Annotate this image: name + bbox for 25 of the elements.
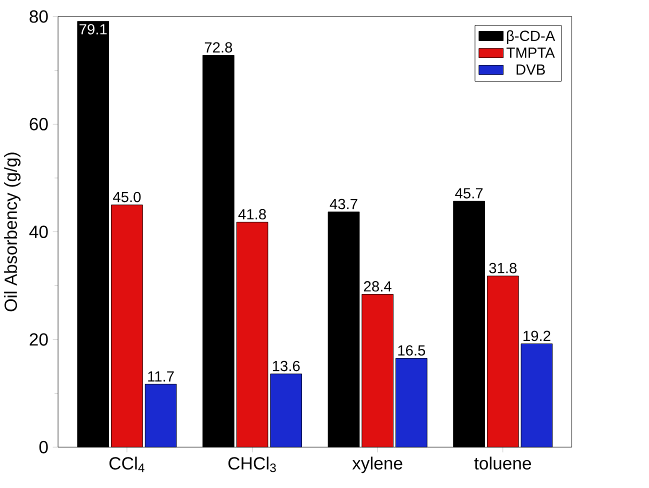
x-tick-label: xylene [352, 456, 402, 474]
legend-label: β-CD-A [506, 30, 556, 44]
data-label: 41.8 [238, 209, 266, 220]
data-label: 19.2 [524, 330, 550, 342]
legend-label: DVB [516, 64, 545, 75]
legend-label: TMPTA [506, 48, 555, 58]
data-label: 13.6 [272, 360, 300, 372]
x-tick-label: toluene [474, 456, 531, 470]
data-label: 45.7 [455, 188, 483, 198]
y-axis-title: Oil Absorbency (g/g) [4, 152, 21, 312]
data-label: 31.8 [489, 262, 517, 274]
data-label: 72.8 [204, 42, 232, 53]
y-tick-label: 20 [30, 333, 48, 346]
y-tick-label: 60 [30, 118, 48, 130]
data-label: 79.1 [80, 24, 107, 34]
data-label: 16.5 [398, 345, 426, 356]
y-tick-label: 80 [30, 10, 48, 23]
x-tick-label: CHCl$_{3}$ [228, 456, 276, 472]
data-label: 28.4 [364, 281, 392, 292]
y-tick-label: 40 [29, 226, 48, 238]
y-tick-label: 0 [39, 440, 48, 454]
x-tick-label: CCl$_{4}$ [109, 456, 144, 472]
data-label: 45.0 [113, 192, 141, 202]
data-label: 43.7 [330, 198, 358, 210]
data-label: 11.7 [148, 371, 174, 382]
